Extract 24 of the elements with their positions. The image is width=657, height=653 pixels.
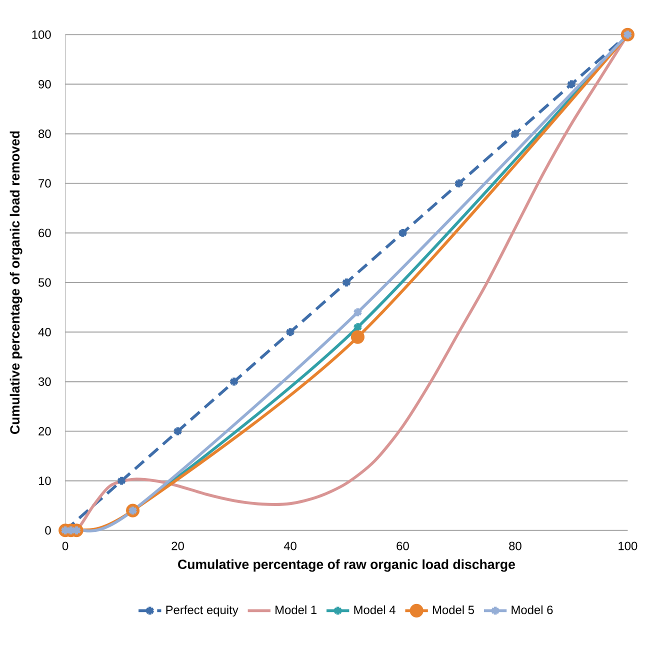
x-tick-label: 40: [284, 542, 296, 550]
x-tick-label: 60: [396, 542, 409, 550]
y-axis-title: Cumulative percentage of organic load removed: [10, 131, 22, 434]
legend-label: Model 4: [354, 605, 396, 614]
x-tick-label: 0: [62, 542, 68, 550]
legend-label: Model 1: [276, 605, 316, 614]
y-tick-label: 70: [38, 179, 51, 188]
x-tick-label: 20: [172, 542, 184, 550]
x-tick-label: 100: [618, 542, 638, 550]
y-tick-label: 60: [38, 228, 51, 238]
x-axis-title: Cumulative percentage of raw organic load discharge: [178, 559, 515, 572]
x-tick-label: 80: [509, 542, 522, 550]
y-tick-label: 10: [38, 476, 51, 486]
y-tick-label: 30: [38, 377, 51, 386]
y-tick-label: 40: [38, 328, 51, 336]
y-tick-label: 0: [45, 526, 51, 535]
y-tick-label: 90: [38, 80, 51, 88]
y-tick-label: 80: [38, 130, 51, 138]
y-tick-label: 100: [32, 30, 51, 39]
y-tick-label: 20: [38, 427, 51, 436]
legend-label: Perfect equity: [166, 605, 238, 617]
legend-label: Model 5: [433, 605, 474, 614]
legend-label: Model 6: [512, 605, 553, 614]
y-tick-label: 50: [38, 278, 51, 287]
